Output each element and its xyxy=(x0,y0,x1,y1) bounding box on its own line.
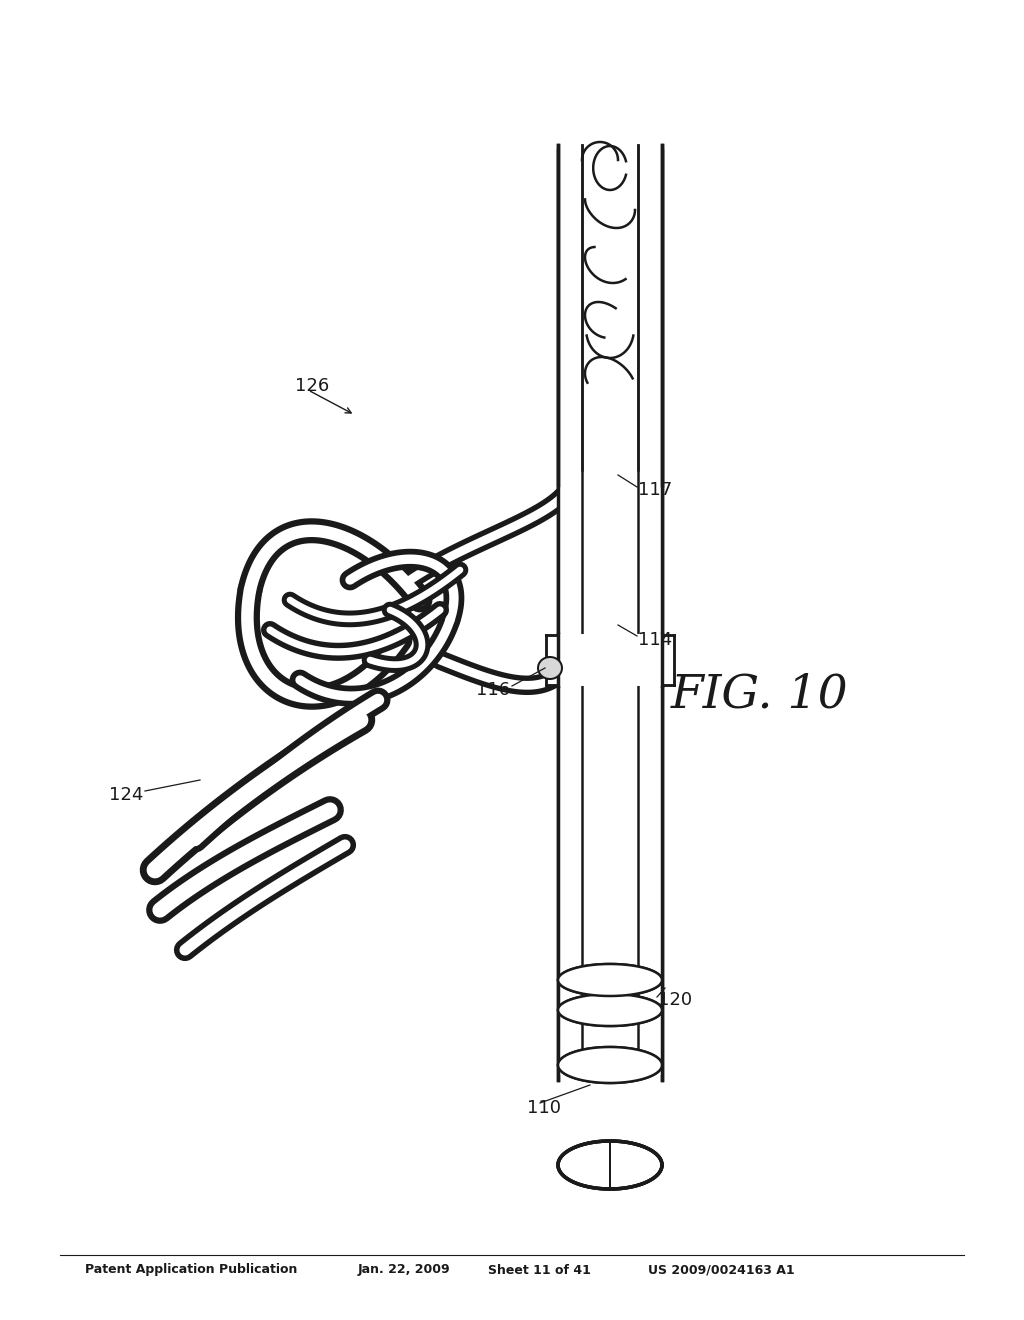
Bar xyxy=(545,634,675,686)
Polygon shape xyxy=(558,1140,662,1189)
Ellipse shape xyxy=(538,657,562,678)
Text: Sheet 11 of 41: Sheet 11 of 41 xyxy=(488,1263,591,1276)
Polygon shape xyxy=(558,1047,662,1082)
Text: 117: 117 xyxy=(638,480,672,499)
Bar xyxy=(559,145,662,1074)
Text: 124: 124 xyxy=(109,785,143,804)
Text: 110: 110 xyxy=(527,1100,561,1117)
Polygon shape xyxy=(558,994,662,1026)
Bar xyxy=(559,145,662,484)
Polygon shape xyxy=(558,964,662,997)
Polygon shape xyxy=(558,964,662,997)
Polygon shape xyxy=(558,1047,662,1082)
Polygon shape xyxy=(558,994,662,1026)
Text: US 2009/0024163 A1: US 2009/0024163 A1 xyxy=(648,1263,795,1276)
Text: 126: 126 xyxy=(295,378,330,395)
Polygon shape xyxy=(558,1140,662,1189)
Text: 116: 116 xyxy=(476,681,510,700)
Text: Jan. 22, 2009: Jan. 22, 2009 xyxy=(358,1263,451,1276)
Text: FIG. 10: FIG. 10 xyxy=(671,672,849,718)
Text: 114: 114 xyxy=(638,631,672,649)
Text: 120: 120 xyxy=(658,991,692,1008)
Text: Patent Application Publication: Patent Application Publication xyxy=(85,1263,297,1276)
